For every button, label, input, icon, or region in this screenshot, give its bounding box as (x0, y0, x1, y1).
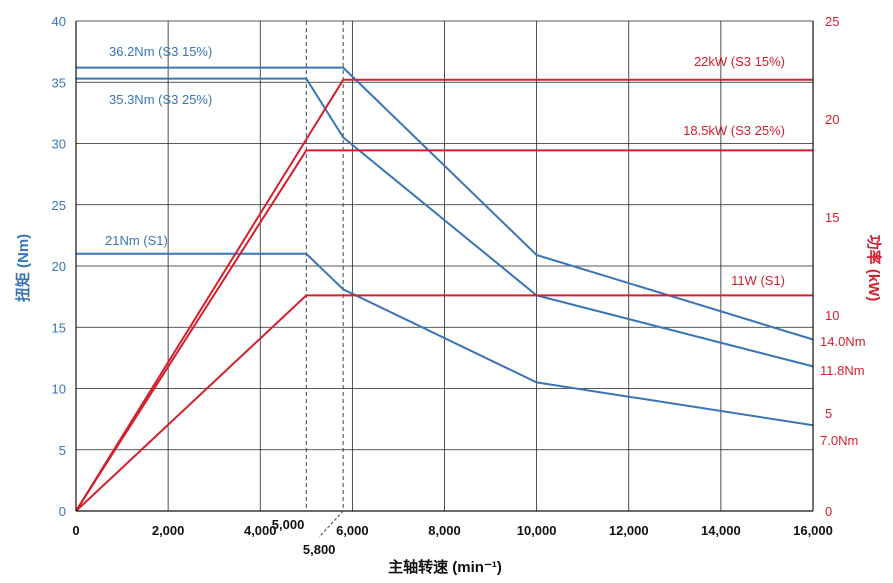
speed-marker-leader (318, 510, 344, 538)
y-axis-left-label: 扭矩 (Nm) (14, 234, 32, 302)
x-tick-label: 4,000 (244, 523, 277, 538)
x-tick-label: 6,000 (336, 523, 369, 538)
x-tick-label: 10,000 (517, 523, 557, 538)
end-value-label: 11.8Nm (820, 363, 865, 378)
torque-series-line (76, 66, 814, 341)
x-tick-label: 8,000 (428, 523, 461, 538)
series-label: 21Nm (S1) (105, 233, 168, 248)
y-left-tick-label: 20 (52, 259, 66, 274)
y-right-tick-label: 0 (825, 504, 832, 519)
power-series-line (75, 294, 813, 512)
series-label: 11W (S1) (731, 273, 785, 288)
y-right-tick-label: 25 (825, 14, 839, 29)
y-left-tick-label: 25 (52, 198, 66, 213)
x-tick-label: 2,000 (152, 523, 185, 538)
speed-marker-label: 5,800 (303, 542, 336, 557)
x-axis-label: 主轴转速 (min⁻¹) (388, 558, 502, 576)
y-left-tick-label: 15 (52, 320, 66, 335)
series-label: 18.5kW (S3 25%) (683, 123, 785, 138)
y-left-tick-label: 40 (52, 14, 66, 29)
labels: 5,000 5,800 36.2Nm (S3 15%) 35.3Nm (S3 25%)… (105, 44, 866, 557)
power-series-line (75, 78, 813, 512)
y-right-tick-label: 5 (825, 406, 832, 421)
speed-markers (305, 21, 344, 511)
series-label: 22kW (S3 15%) (694, 54, 785, 69)
end-value-label: 7.0Nm (820, 433, 858, 448)
x-tick-label: 0 (72, 523, 79, 538)
y-left-tick-label: 5 (59, 443, 66, 458)
torque-series-line (76, 252, 814, 427)
torque-series-line (76, 77, 814, 368)
x-tick-label: 14,000 (701, 523, 741, 538)
end-value-label: 14.0Nm (820, 334, 866, 349)
series-label: 36.2Nm (S3 15%) (109, 44, 212, 59)
axes: 0 5 10 15 20 25 30 35 40 0 2,000 4,000 6,000 8,000 10,… (52, 14, 840, 538)
y-left-tick-label: 30 (52, 137, 66, 152)
y-left-tick-label: 10 (52, 382, 66, 397)
y-left-tick-label: 35 (52, 75, 66, 90)
x-tick-label: 16,000 (793, 523, 833, 538)
y-right-tick-label: 10 (825, 308, 839, 323)
series-label: 35.3Nm (S3 25%) (109, 92, 212, 107)
y-right-tick-label: 20 (825, 112, 839, 127)
y-right-tick-label: 15 (825, 210, 839, 225)
power-series-line (75, 149, 813, 512)
series-lines (75, 66, 814, 512)
y-axis-right-label: 功率 (kW) (865, 235, 883, 302)
speed-marker-label: 5,000 (272, 517, 305, 532)
x-tick-label: 12,000 (609, 523, 649, 538)
y-left-tick-label: 0 (59, 504, 66, 519)
